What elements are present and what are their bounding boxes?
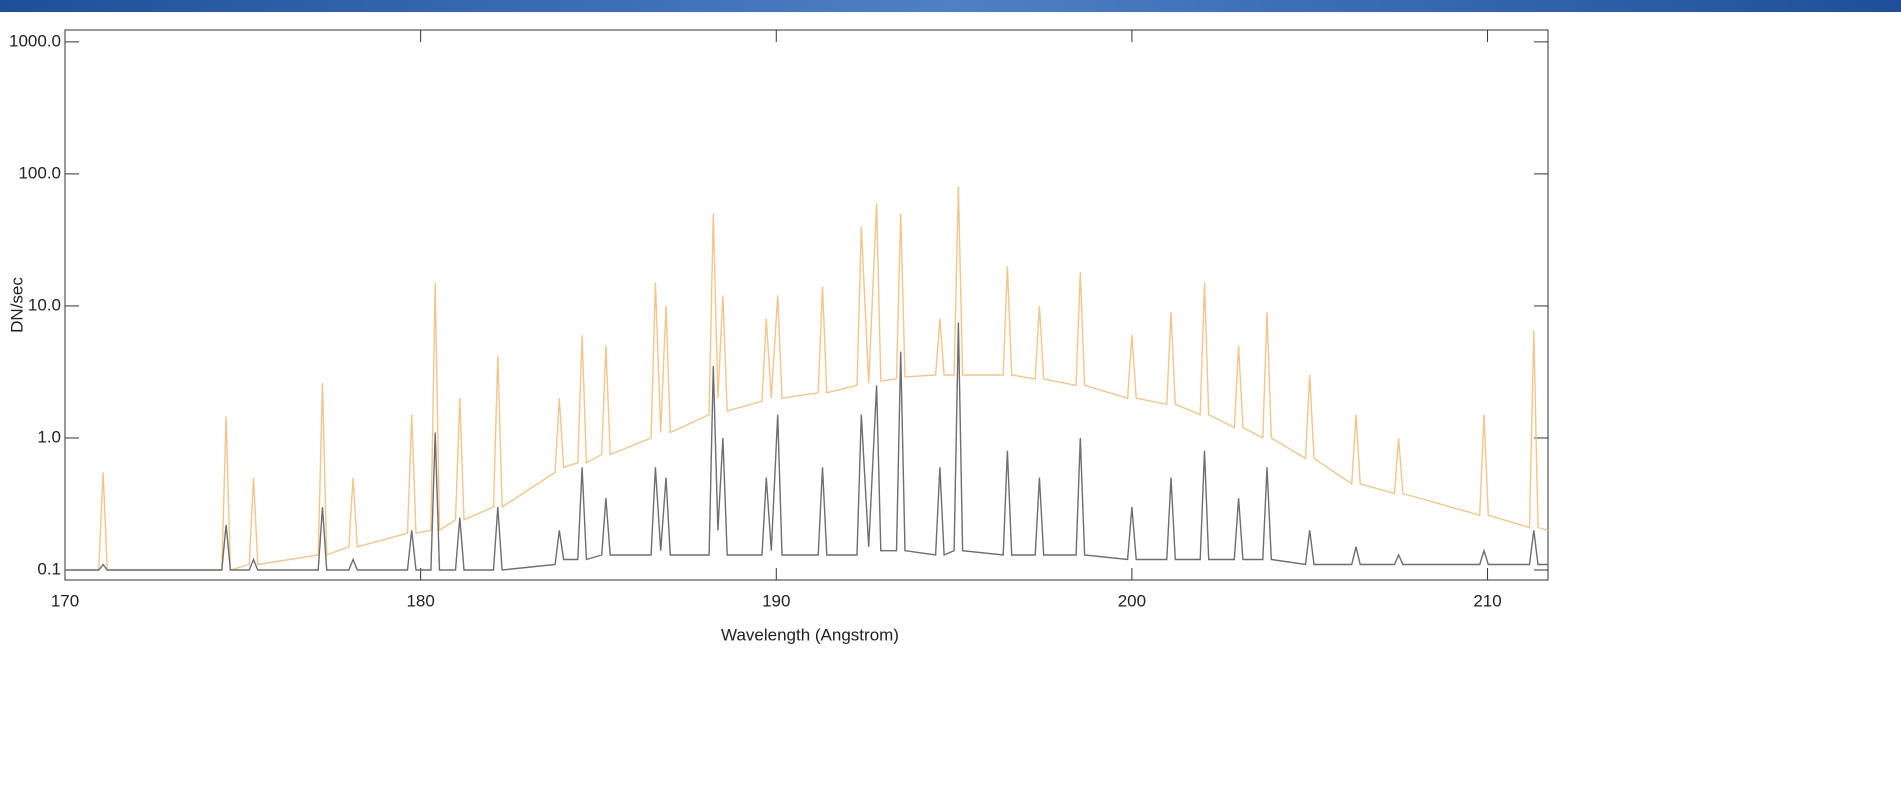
x-tick-label: 180 [406, 591, 434, 610]
spectrum-line [65, 322, 1548, 571]
y-tick-label: 1.0 [37, 427, 61, 446]
spectrum-line [65, 186, 1549, 571]
x-axis-title: Wavelength (Angstrom) [721, 625, 899, 644]
x-tick-label: 190 [762, 591, 790, 610]
x-tick-label: 200 [1118, 591, 1146, 610]
plot-frame [64, 29, 1549, 581]
y-tick-label: 1000.0 [9, 31, 61, 50]
plot-area: 0.1 1.0 10.0 100.0 1000.0 170 180 190 200 210 [9, 30, 1549, 610]
x-tick-label: 210 [1473, 591, 1501, 610]
y-tick-label: 10.0 [28, 295, 61, 314]
y-axis-title: DN/sec [7, 277, 26, 333]
y-tick-label: 0.1 [37, 559, 61, 578]
x-tick-label: 170 [51, 591, 79, 610]
header-band [0, 0, 1901, 12]
y-tick-label: 100.0 [18, 163, 61, 182]
